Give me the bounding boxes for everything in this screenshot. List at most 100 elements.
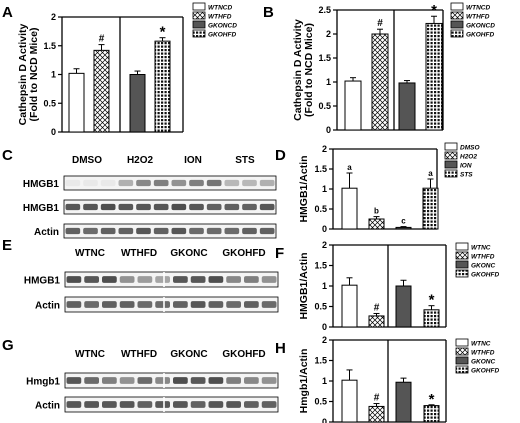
y-axis-label: Hmgb1/Actin (298, 349, 310, 414)
blot-band (261, 301, 277, 308)
legend-label: WTNC (471, 244, 491, 251)
y-axis-label-line: Cathepsin D Activity (17, 23, 29, 125)
blot-band (118, 227, 134, 235)
y-tick-label: 0.5 (318, 101, 331, 111)
y-axis-label-line: (Fold to NCD Mice) (303, 23, 315, 117)
western-blots: DMSO H2O2 ION STS HMGB1 HMGB1 Actin WTNC WTHFD GK… (23, 155, 279, 413)
y-axis-label-line: Hmgb1/Actin (298, 349, 310, 414)
blot-band (65, 179, 81, 187)
lane-group-label: GKOHFD (222, 349, 265, 360)
bar (395, 226, 412, 230)
blot-strip (63, 223, 277, 239)
y-tick-label: 2 (322, 335, 327, 345)
y-axis-label-line: HMGB1/Actin (298, 155, 310, 222)
significance-marker: * (431, 2, 437, 19)
blot-band (100, 203, 116, 211)
legend-swatch (192, 20, 206, 29)
legend-swatch (192, 2, 206, 11)
y-tick-label: 1 (322, 281, 327, 291)
lane-group-label: DMSO (72, 155, 102, 166)
blot-band (189, 179, 204, 187)
legend-label: GKOHFD (466, 31, 494, 38)
y-tick-label: 2 (322, 144, 327, 154)
blot-band (136, 179, 151, 187)
y-axis-label-line: (Fold to NCD Mice) (28, 28, 40, 122)
y-tick-label: 1 (322, 376, 327, 386)
legend-label: GKONCD (208, 22, 237, 29)
blot-band (173, 401, 188, 408)
panel-label-f: F (275, 245, 284, 262)
blot-band (224, 179, 240, 187)
legend-swatch (455, 338, 469, 347)
bar (395, 381, 412, 423)
panel-label-e: E (2, 237, 12, 254)
blot-band (242, 203, 257, 211)
blot-band (102, 401, 117, 408)
blot-band (102, 301, 117, 308)
legend-label: GKONC (471, 358, 496, 365)
blot-band (118, 179, 134, 187)
blot-band (244, 377, 259, 384)
blot-strip (64, 396, 279, 413)
blot-band (84, 276, 99, 283)
blot-band (190, 301, 206, 308)
bar (129, 74, 146, 133)
bar (422, 187, 439, 230)
significance-marker: * (429, 292, 435, 309)
blot-band (226, 401, 241, 408)
lane-group-label: GKOHFD (222, 248, 265, 259)
blot-band (84, 401, 99, 408)
blot-band (190, 377, 206, 384)
bar (68, 72, 85, 133)
y-tick-label: 2 (326, 29, 331, 39)
y-tick-label: 0 (326, 125, 331, 135)
significance-marker: # (374, 393, 380, 404)
blot-c: DMSO H2O2 ION STS HMGB1 HMGB1 Actin (23, 155, 277, 239)
bar (341, 379, 358, 423)
y-tick-label: 1 (322, 184, 327, 194)
significance-marker: * (429, 391, 435, 408)
significance-marker: # (377, 18, 383, 29)
lane-group-label: ION (184, 155, 202, 166)
bar (368, 315, 385, 328)
significance-marker: b (374, 207, 379, 216)
blot-band (261, 401, 277, 408)
significance-marker: a (428, 169, 433, 178)
y-tick-label: 0.5 (43, 98, 56, 108)
blot-band (173, 377, 188, 384)
bar (371, 33, 389, 131)
blot-band (189, 203, 204, 211)
legend-swatch (450, 20, 464, 29)
y-tick-label: 0 (322, 224, 327, 234)
blot-band (208, 401, 224, 408)
legend-swatch (444, 169, 458, 178)
blot-band (155, 301, 170, 308)
bar (368, 218, 385, 230)
y-tick-label: 1.5 (314, 261, 327, 271)
lane-group-label: WTNC (75, 248, 105, 259)
blot-band (83, 179, 98, 187)
blot-band (83, 203, 98, 211)
blot-band (100, 227, 116, 235)
blot-band (173, 301, 188, 308)
blot-band (137, 276, 153, 283)
panel-label-b: B (263, 4, 274, 21)
blot-g: WTNC WTHFD GKONC GKOHFD Hmgb1 Actin (26, 349, 279, 413)
significance-marker: # (374, 302, 380, 313)
blot-band (119, 276, 135, 283)
blot-band (84, 377, 99, 384)
y-axis-label: Cathepsin D Activity(Fold to NCD Mice) (17, 23, 40, 125)
lane-group-label: WTHFD (121, 248, 157, 259)
legend-swatch (450, 11, 464, 20)
chart-h: 0 0.5 1 1.5 2 Hmgb1/Actin # * WTNC WTHFD GKONC GKOH… (298, 335, 499, 423)
blot-band (224, 227, 240, 235)
bar (423, 405, 440, 423)
y-tick-label: 0.5 (314, 302, 327, 312)
panel-label-d: D (275, 147, 286, 164)
blot-row-label: Actin (35, 401, 60, 412)
lane-group-label: STS (235, 155, 255, 166)
y-tick-label: 0.5 (314, 397, 327, 407)
legend-swatch (455, 242, 469, 251)
lane-group-label: WTNC (75, 349, 105, 360)
